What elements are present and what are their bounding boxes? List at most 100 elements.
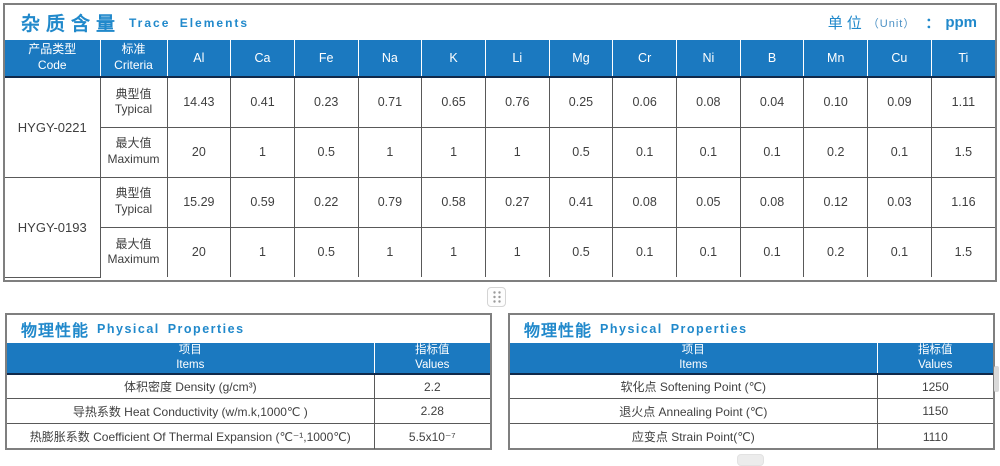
- criteria-zh: 典型值: [115, 186, 152, 201]
- trace-value-cell: 0.06: [612, 76, 677, 128]
- trace-value-cell: 0.2: [803, 226, 869, 277]
- trace-value-cell: 0.23: [293, 76, 359, 128]
- unit-indicator: 单位 （Unit） ： ppm: [828, 12, 977, 33]
- col-header-values-en: Values: [415, 358, 450, 371]
- table-row: 导热系数 Heat Conductivity (w/m.k,1000℃ ) 2.…: [7, 398, 490, 425]
- table-row: 热膨胀系数 Coefficient Of Thermal Expansion (…: [7, 423, 490, 449]
- property-item: 体积密度 Density (g/cm³): [7, 373, 375, 400]
- physical-left-title-row: 物理性能 Physical Properties: [7, 315, 490, 343]
- col-header-element: K: [421, 40, 486, 78]
- property-value: 2.2: [373, 373, 490, 400]
- trace-value-cell: 1: [484, 126, 550, 178]
- table-row: 软化点 Softening Point (℃) 1250: [510, 373, 993, 400]
- drag-handle-partial[interactable]: [737, 454, 764, 466]
- physical-left-title-zh: 物理性能: [21, 323, 90, 340]
- trace-value-cell: 0.65: [421, 76, 486, 128]
- trace-value-cell: 0.5: [548, 126, 614, 178]
- trace-value-cell: 0.08: [739, 176, 805, 228]
- trace-value-cell: 0.5: [293, 226, 359, 277]
- table-row: HYGY-0193 典型值 Typical 15.29 0.59 0.22 0.…: [5, 176, 995, 278]
- property-item: 热膨胀系数 Coefficient Of Thermal Expansion (…: [7, 423, 375, 449]
- trace-value-cell: 0.79: [357, 176, 423, 228]
- physical-left-table: 项目 Items 指标值 Values 体积密度 Density (g/cm³)…: [7, 343, 490, 449]
- trace-title-en: Trace Elements: [129, 15, 250, 30]
- drag-dots-icon: [492, 291, 501, 303]
- col-header-criteria-zh: 标准: [121, 42, 146, 57]
- trace-value-cell: 15.29: [166, 176, 232, 228]
- trace-value-cell: 0.05: [676, 176, 741, 228]
- trace-value-cell: 1: [230, 226, 295, 277]
- col-header-values-zh: 指标值: [918, 344, 953, 356]
- physical-properties-left-panel: 物理性能 Physical Properties 项目 Items 指标值 Va…: [5, 313, 492, 450]
- trace-value-cell: 0.58: [421, 176, 486, 228]
- table-row: 应变点 Strain Point(℃) 1110: [510, 423, 993, 449]
- property-item: 应变点 Strain Point(℃): [510, 423, 878, 449]
- col-header-items-zh: 项目: [681, 344, 705, 356]
- drag-handle-icon[interactable]: [487, 287, 506, 307]
- col-header-items-en: Items: [176, 358, 205, 371]
- trace-value-cell: 0.04: [739, 76, 805, 128]
- unit-colon: ：: [925, 14, 940, 31]
- physical-right-title-en: Physical Properties: [600, 322, 748, 336]
- trace-value-cell: 0.1: [612, 226, 677, 277]
- trace-value-cell: 0.1: [867, 226, 932, 277]
- col-header-element: Ti: [931, 40, 995, 78]
- col-header-element: Mn: [803, 40, 869, 78]
- trace-value-cell: 0.1: [676, 226, 741, 277]
- col-header-values: 指标值 Values: [877, 343, 993, 375]
- trace-value-cell: 0.2: [803, 126, 869, 178]
- trace-value-cell: 0.22: [293, 176, 359, 228]
- trace-title-zh: 杂质含量: [21, 14, 122, 35]
- trace-value-cell: 0.27: [484, 176, 550, 228]
- trace-title-row: 杂质含量 Trace Elements 单位 （Unit） ： ppm: [5, 5, 995, 40]
- criteria-en: Maximum: [107, 152, 160, 166]
- criteria-zh: 最大值: [115, 236, 152, 251]
- trace-value-cell: 20: [166, 126, 232, 178]
- criteria-cell: 典型值 Typical: [99, 176, 168, 228]
- trace-value-cell: 0.12: [803, 176, 869, 228]
- property-item: 退火点 Annealing Point (℃): [510, 398, 878, 425]
- physical-left-title-en: Physical Properties: [97, 322, 245, 336]
- col-header-criteria-en: Criteria: [114, 58, 153, 72]
- table-row: 最大值 Maximum 20 1 0.5 1 1 1 0.5 0.1 0.1 0…: [5, 226, 995, 277]
- trace-value-cell: 1.5: [930, 226, 995, 277]
- property-item: 软化点 Softening Point (℃): [510, 373, 878, 400]
- col-header-items: 项目 Items: [7, 343, 375, 375]
- trace-value-cell: 0.41: [548, 176, 614, 228]
- trace-value-cell: 0.09: [867, 76, 932, 128]
- trace-value-cell: 0.1: [612, 126, 677, 178]
- trace-value-cell: 1.5: [930, 126, 995, 178]
- criteria-en: Maximum: [107, 252, 160, 267]
- trace-value-cell: 0.08: [676, 76, 741, 128]
- trace-value-cell: 1.16: [930, 176, 995, 228]
- right-edge-scroll-thumb[interactable]: [994, 366, 999, 392]
- unit-label-zh: 单位: [827, 15, 866, 32]
- col-header-values-en: Values: [918, 358, 953, 371]
- physical-right-title-zh: 物理性能: [524, 323, 593, 340]
- col-header-element: B: [740, 40, 805, 78]
- product-code: HYGY-0193: [5, 176, 101, 278]
- table-row: 最大值 Maximum 20 1 0.5 1 1 1 0.5 0.1 0.1 0…: [5, 126, 995, 178]
- table-row: 体积密度 Density (g/cm³) 2.2: [7, 373, 490, 400]
- table-row: HYGY-0221 典型值 Typical 14.43 0.41 0.23 0.…: [5, 76, 995, 178]
- col-header-items-zh: 项目: [178, 344, 202, 356]
- trace-value-cell: 0.5: [548, 226, 614, 277]
- trace-value-cell: 14.43: [166, 76, 232, 128]
- criteria-cell: 最大值 Maximum: [100, 226, 168, 277]
- col-header-element: Cu: [867, 40, 932, 78]
- col-header-element: Na: [358, 40, 423, 78]
- criteria-cell: 典型值 Typical: [99, 76, 168, 128]
- col-header-values-zh: 指标值: [415, 344, 450, 356]
- trace-value-cell: 0.76: [484, 76, 550, 128]
- trace-value-cell: 0.1: [739, 226, 805, 277]
- col-header-element: Al: [167, 40, 232, 78]
- trace-value-cell: 0.71: [357, 76, 423, 128]
- criteria-zh: 典型值: [115, 86, 152, 101]
- col-header-element: Mg: [549, 40, 614, 78]
- trace-value-cell: 1: [421, 226, 486, 277]
- property-value: 1110: [876, 423, 993, 449]
- criteria-en: Typical: [114, 102, 153, 117]
- col-header-element: Fe: [294, 40, 359, 78]
- physical-left-header-row: 项目 Items 指标值 Values: [7, 343, 490, 375]
